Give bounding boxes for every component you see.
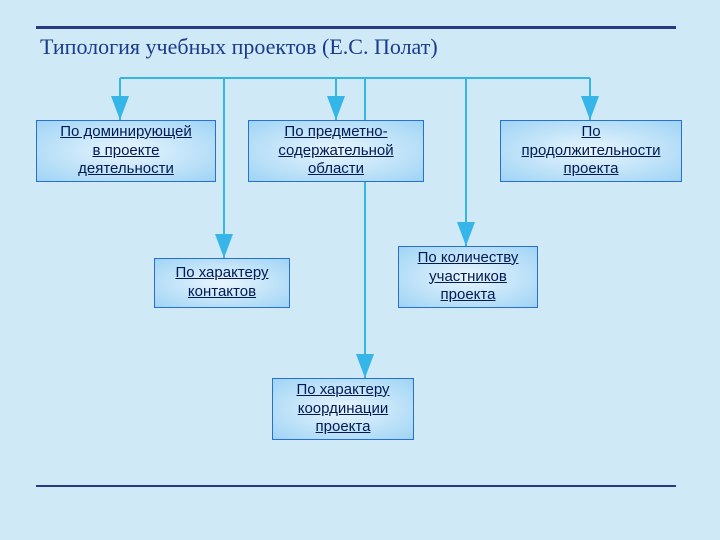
node-label: По характерукоординациипроекта xyxy=(296,381,389,437)
top-rule xyxy=(36,26,676,29)
node-label: По характеру контактов xyxy=(175,264,268,302)
diagram-stage: Типология учебных проектов (Е.С. Полат) … xyxy=(0,0,720,540)
node-coordination: По характерукоординациипроекта xyxy=(272,378,414,440)
connector-layer xyxy=(0,0,720,540)
node-dominant-activity: По доминирующейв проектедеятельности xyxy=(36,120,216,182)
node-participants: По количествуучастниковпроекта xyxy=(398,246,538,308)
node-subject-area: По предметно-содержательнойобласти xyxy=(248,120,424,182)
node-duration: Попродолжительностипроекта xyxy=(500,120,682,182)
node-label: По доминирующейв проектедеятельности xyxy=(60,123,192,179)
diagram-title: Типология учебных проектов (Е.С. Полат) xyxy=(40,34,438,60)
node-label: По количествуучастниковпроекта xyxy=(418,249,519,305)
node-label: Попродолжительностипроекта xyxy=(522,123,661,179)
node-label: По предметно-содержательнойобласти xyxy=(278,123,393,179)
node-contacts: По характеру контактов xyxy=(154,258,290,308)
bottom-rule xyxy=(36,485,676,487)
